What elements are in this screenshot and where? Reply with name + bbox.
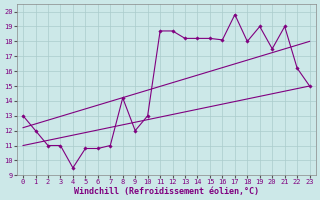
X-axis label: Windchill (Refroidissement éolien,°C): Windchill (Refroidissement éolien,°C) xyxy=(74,187,259,196)
